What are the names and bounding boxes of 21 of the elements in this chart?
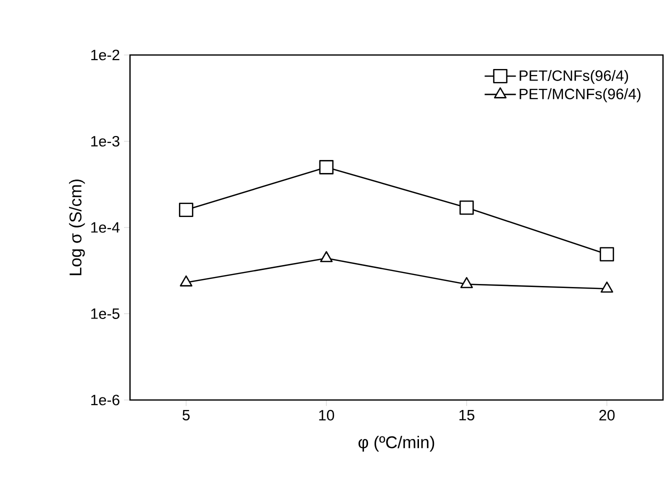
y-axis-title: Log σ (S/cm) <box>69 180 85 276</box>
point <box>178 202 194 218</box>
point <box>600 282 614 293</box>
y-tick-label: 1e-3 <box>91 136 120 147</box>
x-tick-label: 5 <box>182 410 190 420</box>
point <box>600 247 614 262</box>
y-tick-label: 1e-5 <box>91 308 120 319</box>
legend-label: PET/MCNFs(96/4) <box>520 88 640 102</box>
y-tick-label: 1e-6 <box>91 394 120 406</box>
x-tick-label: 15 <box>459 410 474 420</box>
point <box>459 200 474 215</box>
x-tick-label: 10 <box>319 410 334 421</box>
legend-label: PET/CNFs(96/4) <box>520 70 628 84</box>
point <box>180 275 192 286</box>
y-tick-label: 1e-4 <box>91 222 120 233</box>
point <box>460 277 473 288</box>
x-tick-label: 20 <box>599 410 615 421</box>
y-tick-label: 1e-2 <box>91 50 120 60</box>
point <box>320 251 333 262</box>
x-axis-title: φ (ºC/min) <box>358 436 434 452</box>
point <box>319 160 334 174</box>
